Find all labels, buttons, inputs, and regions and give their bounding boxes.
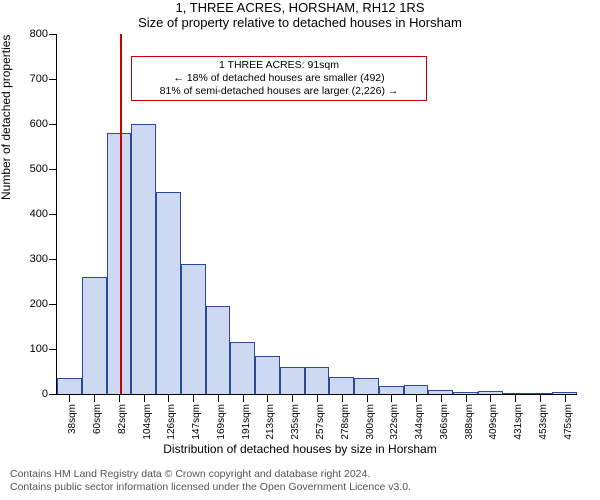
x-tick (342, 394, 343, 402)
y-tick-label: 100 (18, 343, 48, 355)
y-tick (49, 79, 57, 80)
histogram-bar (404, 385, 429, 394)
x-tick-label: 104sqm (142, 404, 153, 454)
chart-area: 38sqm60sqm82sqm104sqm126sqm147sqm169sqm1… (56, 34, 576, 394)
histogram-bar (230, 342, 255, 394)
y-tick (49, 259, 57, 260)
x-tick (218, 394, 219, 402)
x-tick-label: 322sqm (389, 404, 400, 454)
x-tick-label: 82sqm (117, 404, 128, 454)
property-marker-line (120, 34, 122, 394)
histogram-bar (156, 192, 181, 395)
annotation-box: 1 THREE ACRES: 91sqm← 18% of detached ho… (131, 56, 427, 101)
y-tick-label: 400 (18, 208, 48, 220)
x-tick (69, 394, 70, 402)
histogram-bar (255, 356, 280, 394)
histogram-bar (107, 133, 132, 394)
histogram-bar (82, 277, 107, 394)
x-tick-label: 453sqm (538, 404, 549, 454)
histogram-bar (354, 378, 379, 394)
y-tick-label: 300 (18, 253, 48, 265)
x-tick-label: 60sqm (92, 404, 103, 454)
footer-attribution: Contains HM Land Registry data © Crown c… (10, 468, 411, 494)
y-tick-label: 700 (18, 73, 48, 85)
x-tick-label: 257sqm (315, 404, 326, 454)
x-tick-label: 169sqm (216, 404, 227, 454)
annotation-line-3: 81% of semi-detached houses are larger (… (138, 85, 420, 98)
histogram-bar (57, 378, 82, 394)
y-tick-label: 600 (18, 118, 48, 130)
y-tick (49, 169, 57, 170)
x-tick (515, 394, 516, 402)
histogram-bar (280, 367, 305, 394)
x-tick-label: 278sqm (340, 404, 351, 454)
x-tick (490, 394, 491, 402)
x-tick-label: 300sqm (365, 404, 376, 454)
y-tick-label: 800 (18, 28, 48, 40)
annotation-line-2: ← 18% of detached houses are smaller (49… (138, 72, 420, 85)
plot-region: 38sqm60sqm82sqm104sqm126sqm147sqm169sqm1… (56, 34, 577, 395)
annotation-line-1: 1 THREE ACRES: 91sqm (138, 59, 420, 72)
x-tick (441, 394, 442, 402)
footer-line-1: Contains HM Land Registry data © Crown c… (10, 468, 411, 481)
histogram-bar (379, 386, 404, 394)
x-tick-label: 191sqm (241, 404, 252, 454)
y-tick (49, 349, 57, 350)
x-tick (317, 394, 318, 402)
y-tick-label: 500 (18, 163, 48, 175)
x-tick (94, 394, 95, 402)
x-tick-label: 388sqm (464, 404, 475, 454)
x-tick (565, 394, 566, 402)
y-tick-label: 0 (18, 388, 48, 400)
y-tick (49, 124, 57, 125)
histogram-bar (329, 377, 354, 394)
y-tick-label: 200 (18, 298, 48, 310)
x-tick-label: 235sqm (290, 404, 301, 454)
histogram-bar (131, 124, 156, 394)
x-tick (243, 394, 244, 402)
x-tick (391, 394, 392, 402)
x-tick (416, 394, 417, 402)
histogram-bar (305, 367, 330, 394)
x-tick (119, 394, 120, 402)
x-tick-label: 409sqm (488, 404, 499, 454)
x-tick (292, 394, 293, 402)
histogram-bar (206, 306, 231, 394)
x-tick-label: 147sqm (191, 404, 202, 454)
x-tick-label: 38sqm (67, 404, 78, 454)
x-tick-label: 475sqm (563, 404, 574, 454)
y-tick (49, 394, 57, 395)
x-tick (267, 394, 268, 402)
page-address-title: 1, THREE ACRES, HORSHAM, RH12 1RS (0, 0, 600, 15)
x-tick-label: 126sqm (166, 404, 177, 454)
x-tick (168, 394, 169, 402)
x-tick (193, 394, 194, 402)
y-tick (49, 214, 57, 215)
x-tick-label: 213sqm (265, 404, 276, 454)
page-subtitle: Size of property relative to detached ho… (0, 15, 600, 30)
x-tick-label: 366sqm (439, 404, 450, 454)
x-tick-label: 431sqm (513, 404, 524, 454)
x-tick (540, 394, 541, 402)
footer-line-2: Contains public sector information licen… (10, 481, 411, 494)
y-tick (49, 304, 57, 305)
y-tick (49, 34, 57, 35)
histogram-bar (181, 264, 206, 395)
x-tick (367, 394, 368, 402)
x-tick-label: 344sqm (414, 404, 425, 454)
x-tick (466, 394, 467, 402)
y-axis-label: Number of detached properties (0, 35, 13, 200)
x-tick (144, 394, 145, 402)
